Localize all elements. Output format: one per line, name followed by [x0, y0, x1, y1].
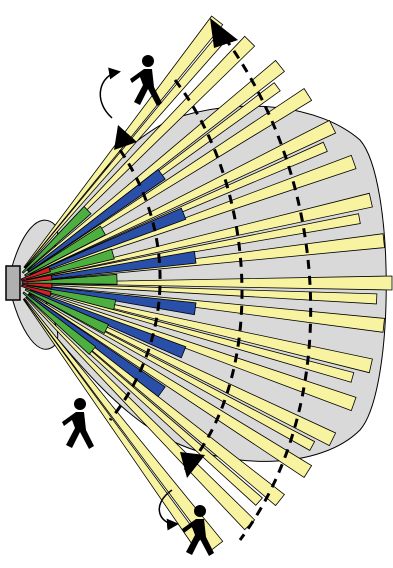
long-range-beam: [27, 168, 166, 273]
short-range-beam: [20, 266, 51, 281]
mid-range-beam: [24, 225, 106, 277]
far-range-beam: [28, 292, 313, 478]
walking-person-icon: [62, 398, 94, 449]
far-range-beam: [26, 59, 285, 272]
walking-person-icon: [130, 55, 162, 106]
sensor-icon: [5, 265, 21, 301]
walker-path-arrow: [99, 67, 121, 119]
arrow-icon: [180, 452, 205, 478]
mid-range-beam: [24, 288, 110, 335]
mid-range-beam: [26, 273, 118, 285]
far-range-beam: [23, 297, 224, 551]
range-arc-inner: [108, 149, 162, 421]
range-arc-outer: [213, 24, 313, 541]
detection-beams: [20, 15, 393, 551]
short-range-beam: [21, 274, 53, 283]
far-range-beam: [25, 296, 256, 531]
arrow-icon: [114, 125, 137, 150]
walking-person-icon: [182, 505, 214, 556]
walker-path-arrow: [158, 489, 179, 531]
short-range-beam: [20, 284, 52, 297]
arrow-icon: [210, 18, 238, 48]
short-range-beam: [21, 282, 53, 289]
range-arc-middle: [173, 79, 244, 471]
mid-range-beam: [21, 205, 92, 274]
mid-range-beam: [22, 291, 97, 355]
long-range-beam: [27, 293, 166, 398]
